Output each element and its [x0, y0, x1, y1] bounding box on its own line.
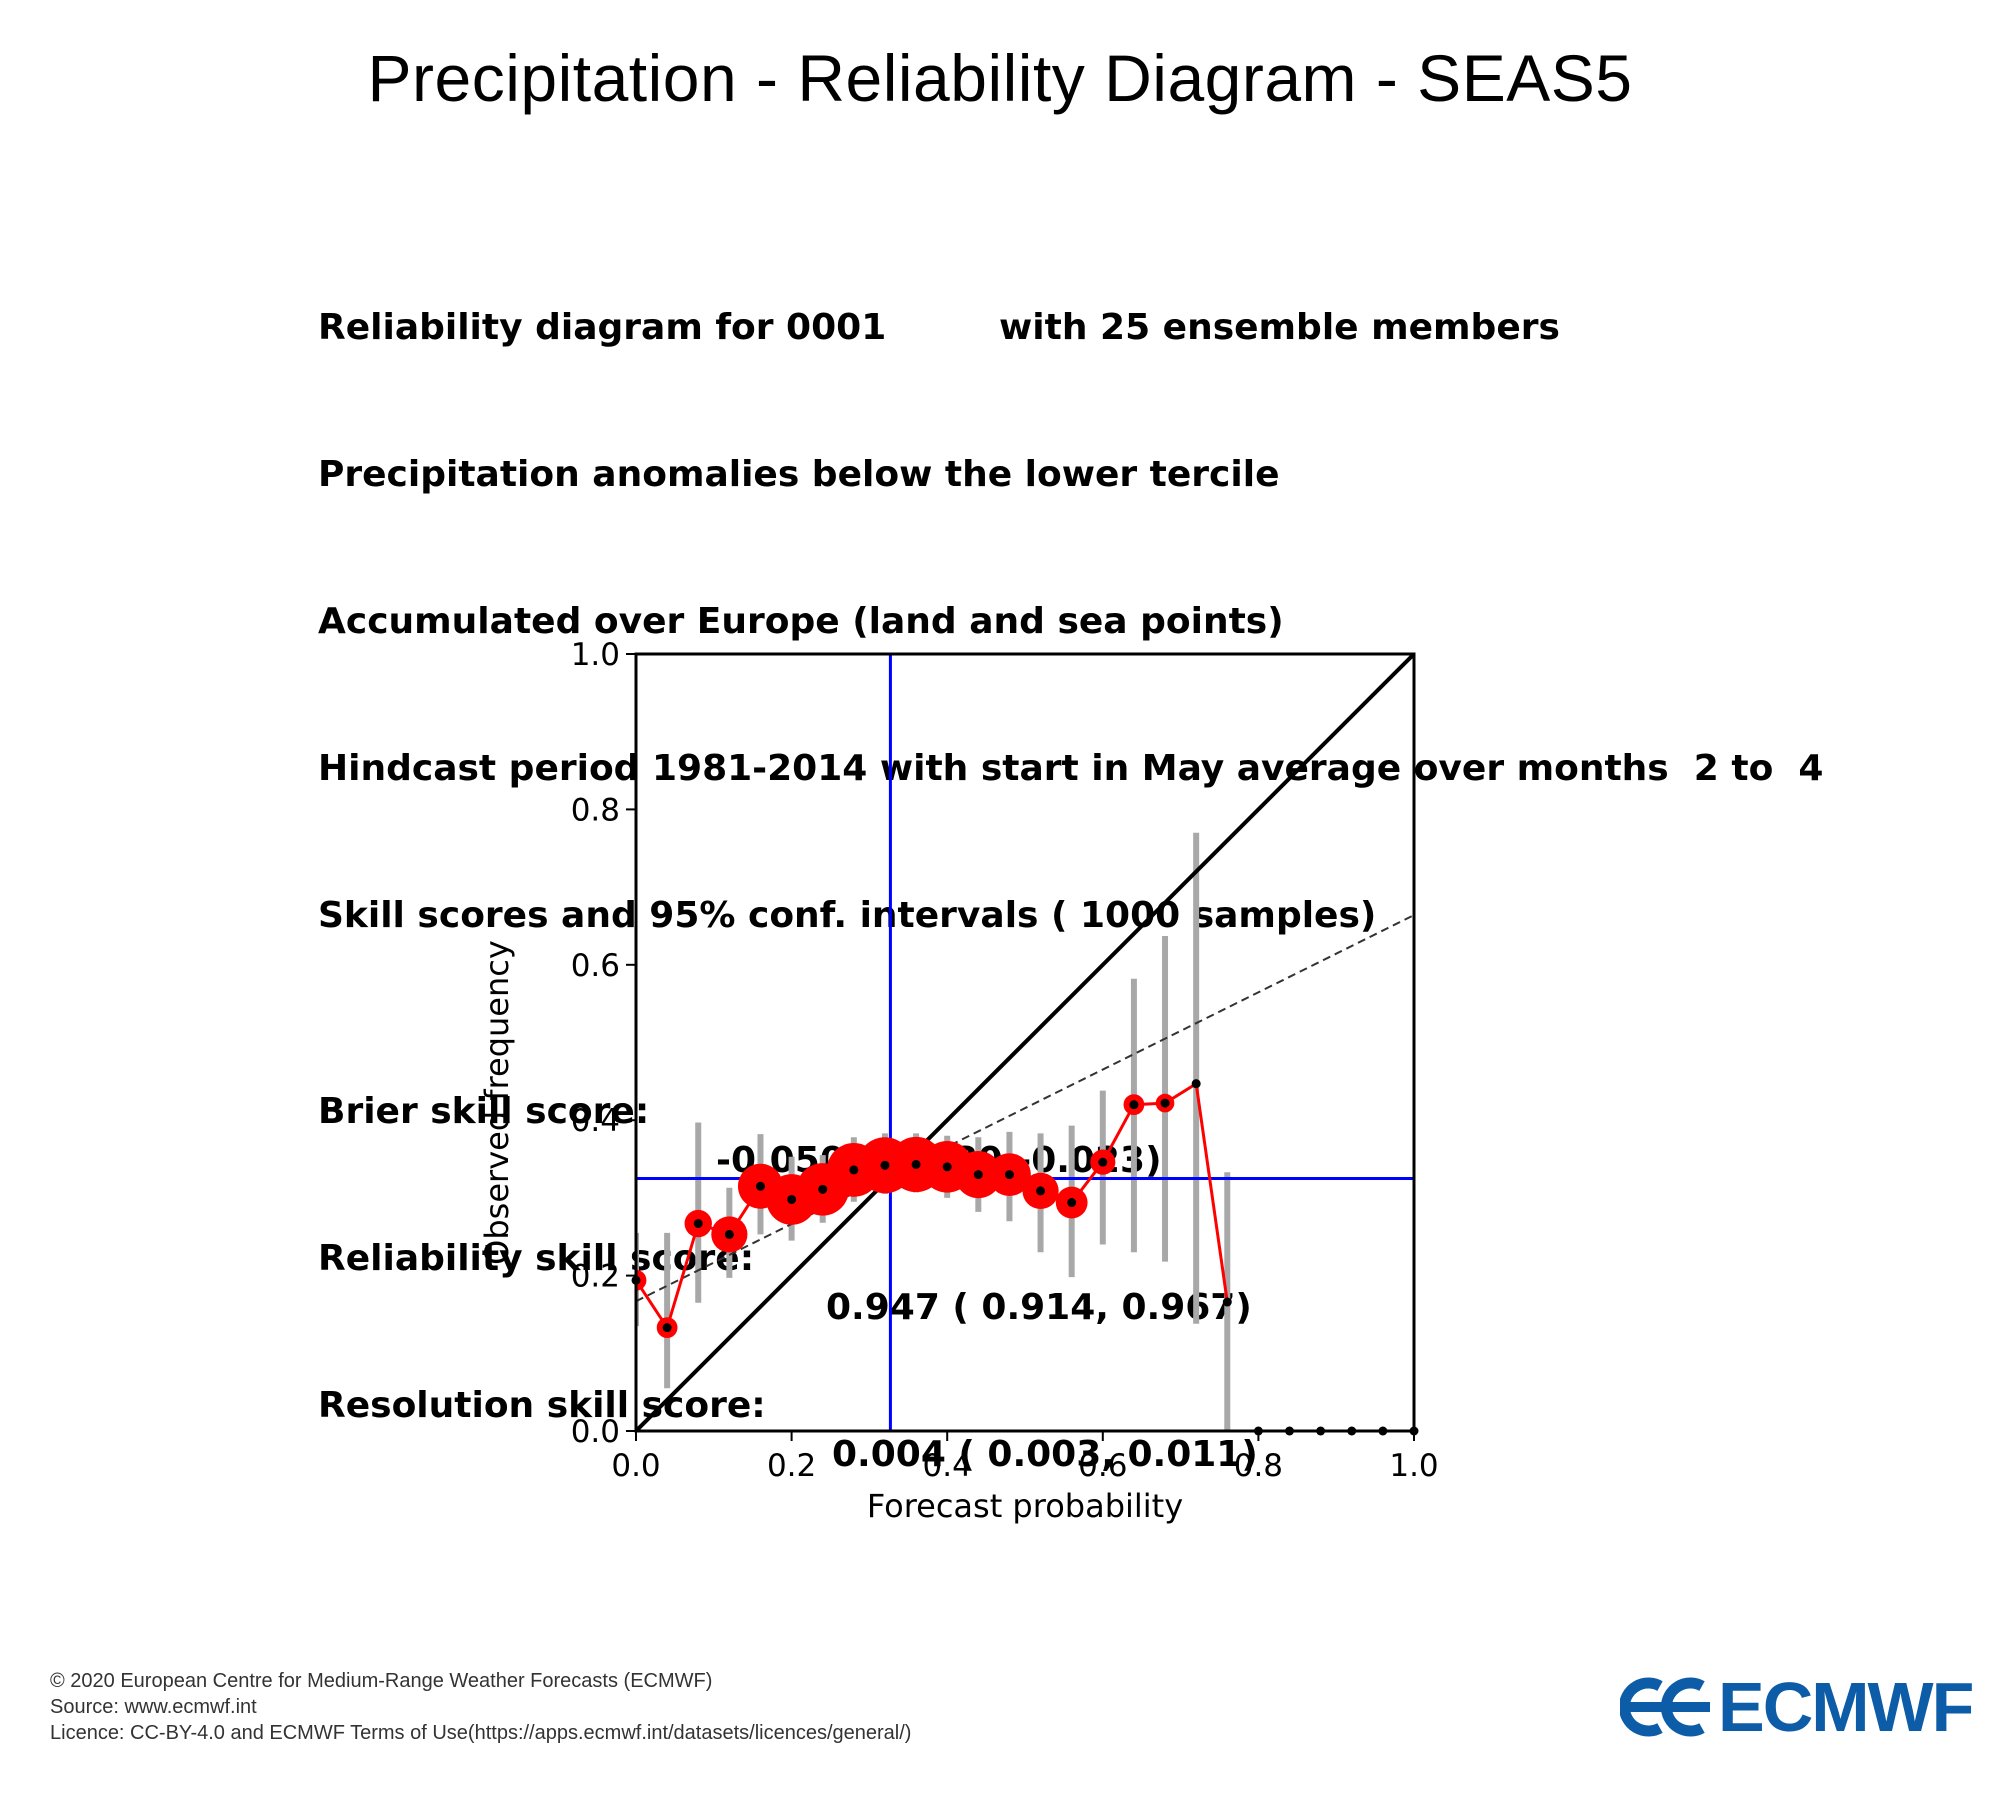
data-point	[818, 1184, 828, 1194]
data-point	[662, 1323, 672, 1333]
x-tick-label: 0.4	[923, 1448, 972, 1484]
score-value: 0.004 ( 0.003, 0.011)	[832, 1434, 1258, 1475]
info-line: Skill scores and 95% conf. intervals ( 1…	[318, 895, 1377, 936]
data-point	[880, 1160, 890, 1170]
licence-text: Licence: CC-BY-4.0 and ECMWF Terms of Us…	[50, 1722, 912, 1744]
y-tick-label: 1.0	[571, 637, 620, 673]
y-axis-label: Observed frequency	[478, 940, 516, 1265]
regression-line	[636, 914, 1414, 1303]
data-point	[724, 1229, 734, 1239]
x-tick-label: 0.8	[1234, 1448, 1283, 1484]
plot-frame	[634, 652, 1416, 1433]
footer: © 2020 European Centre for Medium-Range …	[50, 1668, 911, 1746]
data-point	[1129, 1100, 1139, 1110]
sample-size-circle	[636, 1269, 647, 1291]
x-tick-label: 0.2	[767, 1448, 816, 1484]
ecmwf-logo-icon	[1620, 1677, 1710, 1737]
data-point	[942, 1162, 952, 1172]
score-label: Brier skill score:	[318, 1091, 650, 1132]
y-tick-label: 0.2	[571, 1259, 620, 1295]
data-point	[1160, 1098, 1170, 1108]
data-point	[1222, 1297, 1232, 1307]
x-tick-label: 1.0	[1389, 1448, 1438, 1484]
y-tick-label: 0.8	[571, 792, 620, 828]
data-point	[787, 1194, 797, 1204]
data-point	[755, 1181, 765, 1191]
logo-text: ECMWF	[1718, 1668, 1974, 1746]
data-point	[849, 1165, 859, 1175]
y-tick-label: 0.4	[571, 1103, 620, 1139]
plot-area	[636, 654, 1414, 1431]
page-title: Precipitation - Reliability Diagram - SE…	[367, 41, 1633, 115]
info-line: Accumulated over Europe (land and sea po…	[318, 601, 1284, 642]
copyright-text: © 2020 European Centre for Medium-Range …	[50, 1670, 713, 1692]
ecmwf-logo: ECMWF	[1620, 1668, 1974, 1746]
reliability-curve	[636, 1081, 1229, 1332]
info-line: Reliability diagram for 0001 with 25 ens…	[318, 307, 1560, 348]
data-point	[1098, 1157, 1108, 1167]
data-point	[1067, 1198, 1077, 1208]
x-axis-label: Forecast probability	[867, 1487, 1183, 1525]
y-tick-label: 0.6	[571, 948, 620, 984]
info-line: Hindcast period 1981-2014 with start in …	[318, 748, 1824, 789]
data-point	[1004, 1170, 1014, 1180]
y-tick-label: 0.0	[571, 1414, 620, 1450]
data-point	[1036, 1186, 1046, 1196]
source-text: Source: www.ecmwf.int	[50, 1696, 257, 1718]
data-point	[1191, 1079, 1201, 1089]
info-line: Precipitation anomalies below the lower …	[318, 454, 1280, 495]
x-tick-label: 0.6	[1078, 1448, 1127, 1484]
data-point	[693, 1219, 703, 1229]
x-tick-label: 0.0	[611, 1448, 660, 1484]
score-label: Reliability skill score:	[318, 1238, 755, 1279]
data-point	[973, 1170, 983, 1180]
resolution-score-row: Resolution skill score: 0.004 ( 0.003, 0…	[318, 1332, 1823, 1475]
score-label: Resolution skill score:	[318, 1385, 766, 1426]
perfect-reliability-line	[636, 654, 1414, 1431]
data-point	[911, 1159, 921, 1169]
